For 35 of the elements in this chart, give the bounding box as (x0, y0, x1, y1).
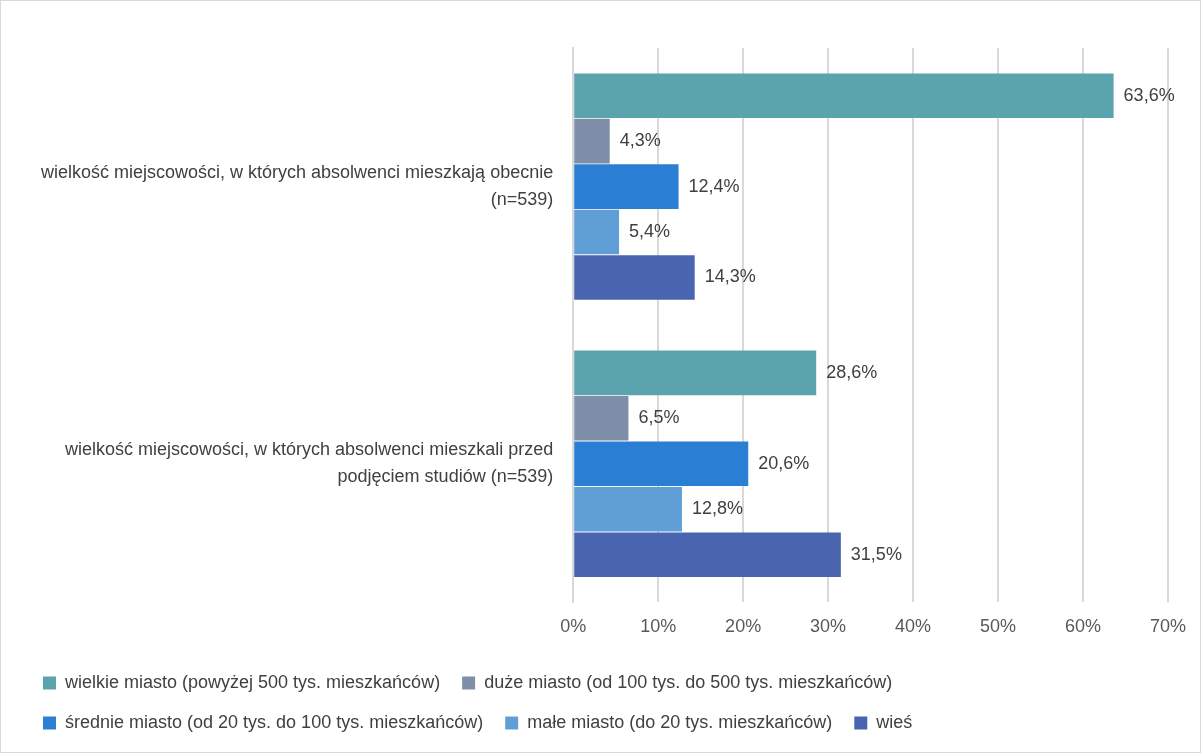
x-tick-label: 40% (895, 616, 932, 637)
legend-label: wielkie miasto (powyżej 500 tys. mieszkańców) (64, 671, 441, 692)
bar (574, 532, 841, 577)
y-tick-label: wielkość miejscowości, w których absolwenci mieszkali przed podjęciem studiów (n=539) (64, 439, 554, 487)
bar (574, 73, 1114, 118)
data-label: 4,3% (619, 130, 661, 151)
legend-label: wieś (875, 711, 913, 732)
x-tick-label: 10% (640, 616, 677, 637)
bar (574, 350, 817, 396)
data-label: 14,3% (704, 266, 756, 287)
legend-label: średnie miasto (od 20 tys. do 100 tys. mieszkańców) (65, 711, 484, 732)
bar (574, 164, 679, 209)
legend-label: duże miasto (od 100 tys. do 500 tys. mieszkańców) (484, 671, 893, 692)
data-label: 12,4% (688, 175, 740, 196)
data-label: 20,6% (758, 452, 810, 473)
data-label: 5,4% (629, 221, 671, 242)
bar (574, 255, 695, 300)
x-tick-label: 30% (810, 616, 847, 637)
bar (574, 118, 610, 164)
x-tick-label: 50% (980, 616, 1017, 637)
x-tick-label: 0% (560, 616, 587, 637)
x-tick-label: 60% (1065, 616, 1102, 637)
data-label: 12,8% (691, 498, 743, 519)
data-label: 31,5% (850, 543, 902, 564)
data-label: 28,6% (826, 361, 878, 382)
bar (574, 441, 749, 487)
bar (574, 209, 620, 255)
x-tick-label: 20% (725, 616, 762, 637)
legend-label: małe miasto (do 20 tys. mieszkańców) (527, 711, 833, 732)
data-label: 63,6% (1123, 84, 1175, 105)
bar (574, 396, 629, 441)
y-tick-label: wielkość miejscowości, w których absolwenci mieszkają obecnie (n=539) (39, 162, 554, 210)
bar (574, 486, 682, 532)
x-tick-label: 70% (1149, 616, 1186, 637)
data-label: 6,5% (638, 407, 680, 428)
